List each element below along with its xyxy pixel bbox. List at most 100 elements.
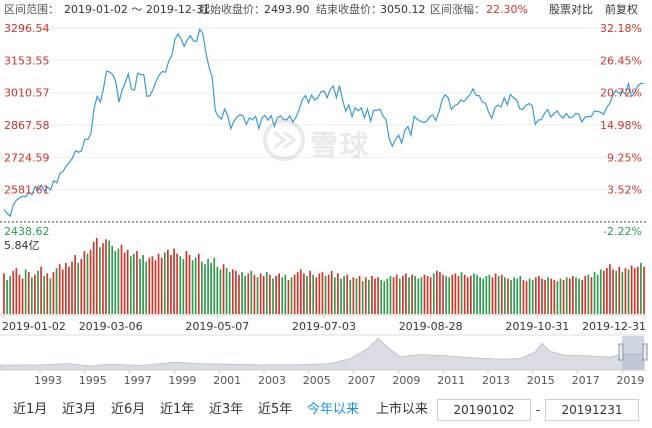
volume-bar — [157, 253, 160, 314]
volume-bar — [612, 269, 614, 314]
range-6m-button[interactable]: 近6月 — [111, 402, 146, 417]
range-3m-button[interactable]: 近3月 — [62, 402, 97, 417]
volume-bar — [355, 278, 358, 314]
volume-bar — [562, 279, 565, 314]
navigator-handle-left[interactable] — [618, 343, 624, 361]
volume-bar — [340, 278, 342, 314]
volume-bar — [531, 279, 534, 314]
volume-bar — [516, 278, 519, 314]
volume-bar — [253, 274, 256, 314]
volume-bar — [327, 274, 330, 314]
volume-bar — [114, 251, 117, 314]
range-5y-button[interactable]: 近5年 — [258, 402, 293, 417]
y-tick-label-right: -2.22% — [603, 225, 642, 238]
range-3y-button[interactable]: 近3年 — [209, 402, 244, 417]
range-ytd-button[interactable]: 今年以来 — [307, 402, 360, 417]
volume-bar — [476, 274, 478, 314]
volume-bar — [401, 276, 404, 314]
change-label: 区间涨幅： — [430, 3, 485, 16]
volume-bar — [405, 273, 407, 314]
volume-max-label: 5.84亿 — [4, 239, 40, 252]
volume-bar — [92, 241, 95, 314]
range-1y-button[interactable]: 近1年 — [160, 402, 195, 417]
volume-bar — [3, 273, 5, 314]
adjust-button[interactable]: 前复权 — [605, 3, 638, 16]
volume-bar — [389, 276, 392, 314]
volume-bar — [303, 273, 305, 314]
volume-bar — [584, 276, 587, 314]
volume-bar — [575, 277, 577, 314]
start-price-value: 2493.90 — [264, 3, 310, 16]
volume-bar — [24, 269, 27, 314]
volume-bar — [420, 277, 423, 314]
price-chart[interactable]: 3296.54 3153.55 3010.57 2867.58 2724.59 2581.… — [0, 20, 652, 334]
volume-bar — [52, 272, 55, 314]
volume-bar — [630, 265, 633, 314]
range-1m-button[interactable]: 近1月 — [13, 402, 48, 417]
volume-bar — [352, 277, 355, 314]
volume-bar — [238, 274, 240, 314]
end-price-label: 结束收盘价： — [316, 3, 382, 16]
volume-bar — [547, 277, 549, 314]
volume-bar — [602, 270, 605, 314]
volume-bar — [513, 277, 515, 314]
volume-bar — [247, 273, 250, 314]
volume-bar — [395, 274, 398, 314]
volume-bar — [374, 278, 376, 314]
volume-bar — [228, 272, 231, 314]
volume-bar — [95, 238, 98, 314]
navigator-year-label: 2001 — [213, 374, 241, 387]
volume-bar — [265, 272, 268, 314]
y-tick-label-left: 2438.62 — [4, 225, 50, 238]
range-value: 2019-01-02 ～ 2019-12-31 — [64, 3, 210, 16]
volume-bar — [272, 278, 274, 314]
volume-bar — [491, 277, 494, 314]
navigator-year-label: 2003 — [258, 374, 286, 387]
range-navigator[interactable]: 1993 1995 1997 1999 2001 2003 2005 2007 2009 2011… — [0, 334, 652, 392]
volume-bar — [479, 277, 481, 314]
volume-bar — [145, 261, 148, 314]
volume-bar — [386, 278, 389, 314]
y-tick-label-left: 3010.57 — [4, 87, 50, 100]
volume-bar — [460, 272, 463, 314]
y-tick-label-right: 20.72% — [600, 87, 642, 100]
compare-button[interactable]: 股票对比 — [549, 3, 593, 16]
volume-bar — [640, 262, 642, 314]
range-all-button[interactable]: 上市以来 — [376, 402, 429, 417]
volume-bar — [470, 276, 472, 314]
volume-bar — [204, 264, 206, 314]
volume-bar — [358, 276, 361, 314]
volume-bar — [231, 269, 234, 314]
volume-bar — [361, 281, 364, 314]
volume-bar — [117, 248, 120, 314]
volume-bar — [627, 269, 630, 314]
range-label: 区间范围： — [4, 3, 59, 16]
start-date-input[interactable] — [437, 399, 531, 421]
volume-bar — [64, 262, 67, 314]
volume-bar — [185, 251, 188, 314]
volume-bar — [581, 279, 584, 314]
navigator-handle-right[interactable] — [642, 343, 648, 361]
navigator-year-label: 1999 — [168, 374, 196, 387]
end-date-input[interactable] — [545, 399, 639, 421]
date-separator: - — [535, 403, 541, 417]
volume-bar — [89, 249, 92, 314]
volume-bar — [466, 277, 469, 314]
volume-bar — [553, 279, 556, 314]
volume-bar — [426, 276, 429, 314]
volume-bar — [182, 259, 185, 314]
volume-bar — [278, 273, 281, 314]
volume-bar — [46, 273, 49, 314]
y-tick-label-left: 3296.54 — [4, 22, 50, 35]
volume-bar — [457, 276, 460, 314]
volume-bar — [176, 253, 178, 314]
volume-bar — [633, 268, 636, 314]
volume-bar — [485, 276, 488, 314]
navigator-selection[interactable] — [622, 336, 644, 370]
volume-bar — [58, 264, 61, 314]
volume-bar — [544, 279, 546, 314]
volume-bar — [330, 270, 333, 314]
navigator-area — [0, 338, 645, 371]
y-tick-label-right: 9.25% — [607, 151, 642, 164]
volume-bar — [105, 239, 107, 314]
